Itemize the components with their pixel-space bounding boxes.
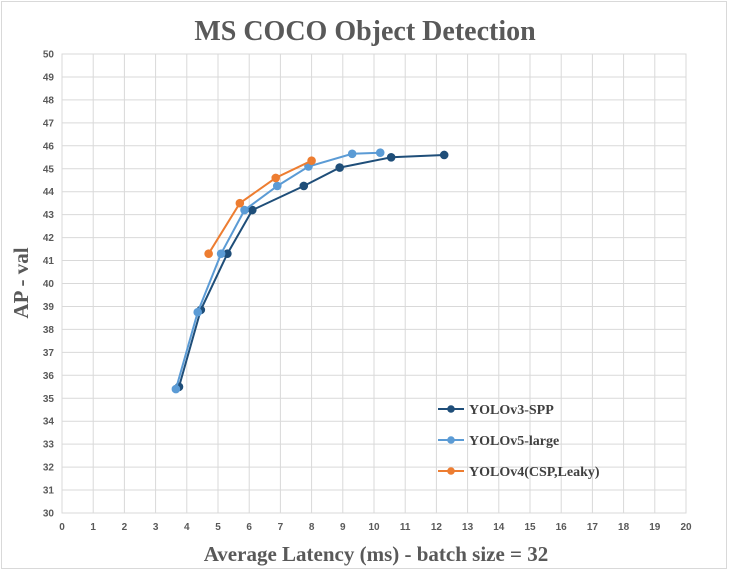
x-tick-label: 8 xyxy=(309,522,315,533)
x-tick-label: 3 xyxy=(153,522,159,533)
y-tick-label: 30 xyxy=(43,509,55,520)
watermark: DeepHub IMBA xyxy=(548,532,670,549)
x-tick-label: 7 xyxy=(278,522,284,533)
legend-label-yolov5-large: YOLOv5-large xyxy=(469,434,559,449)
data-point-yolov4-csp-leaky xyxy=(204,249,213,258)
x-tick-label: 1 xyxy=(90,522,96,533)
data-point-yolov3-spp xyxy=(335,163,344,172)
y-tick-label: 43 xyxy=(43,210,55,221)
y-tick-label: 34 xyxy=(43,417,55,428)
y-tick-label: 41 xyxy=(43,256,55,267)
series-layer xyxy=(171,148,449,394)
data-point-yolov5-large xyxy=(240,205,249,215)
y-tick-label: 36 xyxy=(43,371,55,382)
data-point-yolov5-large xyxy=(216,249,226,258)
y-tick-label: 33 xyxy=(43,440,55,451)
x-tick-label: 20 xyxy=(680,522,692,533)
data-point-yolov5-large xyxy=(193,307,203,317)
y-tick-label: 48 xyxy=(43,95,55,106)
legend: YOLOv3-SPP YOLOv5-large YOLOv4(CSP,Leaky) xyxy=(438,403,600,480)
x-tick-label: 12 xyxy=(431,522,443,533)
x-tick-label: 13 xyxy=(462,522,474,533)
x-tick-label: 4 xyxy=(184,522,190,533)
y-tick-labels: 30 31 32 33 34 35 36 37 38 39 40 41 42 43 44 45 46 47 48 49… xyxy=(43,50,55,520)
series-line-yolov3-spp xyxy=(178,154,445,388)
x-tick-label: 2 xyxy=(122,522,128,533)
x-tick-label: 10 xyxy=(368,522,380,533)
y-tick-label: 44 xyxy=(43,187,55,198)
grid xyxy=(62,54,686,513)
x-axis-label: Average Latency (ms) - batch size = 32 xyxy=(204,542,549,566)
y-tick-label: 47 xyxy=(43,118,55,129)
legend-label-yolov3-spp: YOLOv3-SPP xyxy=(469,403,554,418)
series-line-yolov5-large xyxy=(174,151,381,390)
x-tick-label: 11 xyxy=(400,522,411,533)
data-point-yolov5-large xyxy=(375,148,385,157)
data-point-yolov3-spp xyxy=(386,152,396,162)
x-tick-label: 6 xyxy=(246,522,252,533)
data-point-yolov4-csp-leaky xyxy=(271,173,281,183)
legend-marker-yolov3-spp xyxy=(447,405,455,413)
y-tick-label: 42 xyxy=(43,233,55,244)
wechat-icon xyxy=(548,533,568,549)
y-tick-label: 35 xyxy=(43,394,55,405)
y-tick-label: 46 xyxy=(43,141,55,152)
x-tick-label: 0 xyxy=(59,522,65,533)
y-tick-label: 40 xyxy=(43,279,55,290)
legend-marker-yolov5-large xyxy=(447,436,455,444)
x-tick-label: 16 xyxy=(556,522,568,533)
plot-area-border xyxy=(61,53,687,514)
series-line-yolov4-csp-leaky xyxy=(207,159,313,255)
x-tick-label: 5 xyxy=(215,522,221,533)
y-tick-label: 39 xyxy=(43,302,55,313)
x-tick-label: 14 xyxy=(493,522,505,533)
legend-marker-yolov4-csp-leaky xyxy=(447,467,455,475)
data-point-yolov3-spp xyxy=(299,181,309,191)
y-tick-label: 31 xyxy=(43,486,55,497)
data-point-yolov5-large xyxy=(347,149,357,159)
data-point-yolov4-csp-leaky xyxy=(235,198,245,208)
y-tick-label: 45 xyxy=(43,164,55,175)
y-axis-label: AP - val xyxy=(9,247,33,318)
x-tick-label: 15 xyxy=(524,522,536,533)
data-point-yolov5-large xyxy=(272,181,282,191)
x-tick-label: 19 xyxy=(649,522,661,533)
y-tick-label: 38 xyxy=(43,325,55,336)
y-tick-label: 49 xyxy=(43,72,55,83)
y-tick-label: 37 xyxy=(43,348,55,359)
x-tick-label: 17 xyxy=(587,522,599,533)
y-tick-label: 50 xyxy=(43,50,55,61)
data-point-yolov3-spp xyxy=(439,150,449,160)
x-tick-label: 9 xyxy=(340,522,346,533)
y-tick-label: 32 xyxy=(43,463,55,474)
data-point-yolov5-large xyxy=(171,384,181,394)
x-tick-labels: 0 1 2 3 4 5 6 7 8 9 10 11 12 13 14 15 16 17 18 19 20 xyxy=(59,522,692,533)
legend-label-yolov4-csp-leaky: YOLOv4(CSP,Leaky) xyxy=(469,465,600,480)
chart-title: MS COCO Object Detection xyxy=(194,16,536,47)
x-tick-label: 18 xyxy=(618,522,630,533)
watermark-text: DeepHub IMBA xyxy=(572,532,670,548)
data-point-yolov4-csp-leaky xyxy=(307,156,316,166)
